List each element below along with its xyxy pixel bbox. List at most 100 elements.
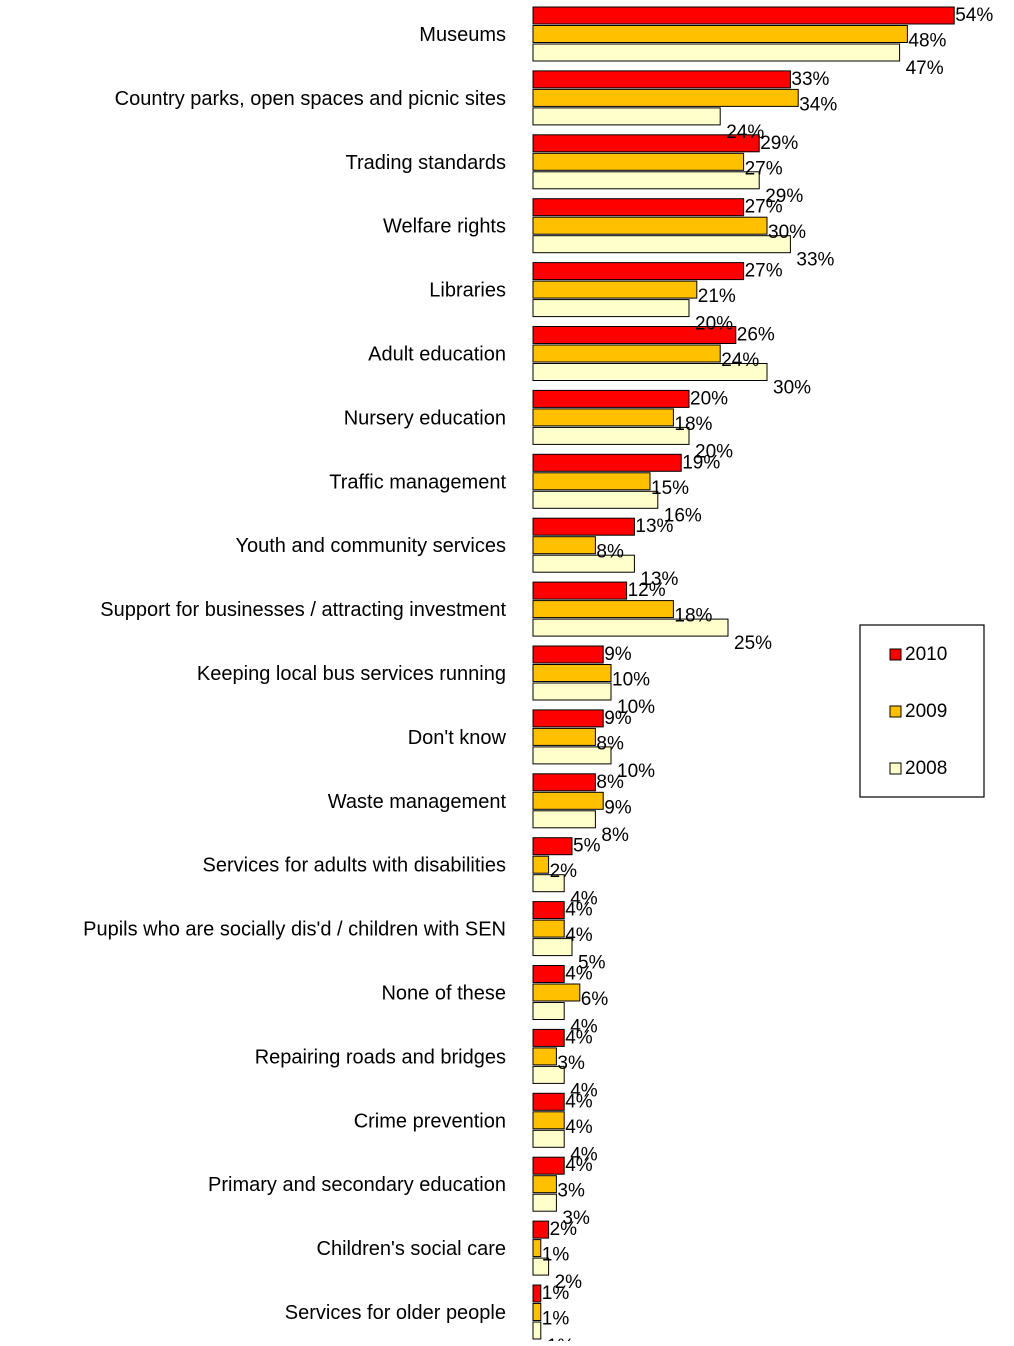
category-label: Trading standards [346, 152, 506, 174]
value-label: 6% [581, 989, 609, 1010]
value-label: 1% [542, 1309, 570, 1330]
legend-label: 2008 [905, 758, 947, 779]
category-label: Adult education [368, 344, 506, 366]
bar-2010 [532, 1092, 565, 1111]
bar-2010 [532, 6, 955, 25]
bar-2008 [532, 1257, 550, 1276]
value-label: 21% [698, 286, 736, 307]
bar-2008 [532, 938, 573, 957]
value-label: 4% [565, 964, 593, 985]
value-label: 29% [760, 133, 798, 154]
category-label: Services for older people [285, 1302, 506, 1324]
value-label: 12% [628, 580, 666, 601]
bar-2009 [532, 280, 698, 299]
value-label: 4% [565, 900, 593, 921]
value-label: 8% [596, 772, 624, 793]
value-label: 20% [695, 441, 733, 462]
bar-2010 [532, 645, 604, 664]
legend-label: 2009 [905, 701, 947, 722]
bar-2008 [532, 1065, 565, 1084]
category-label: Nursery education [344, 407, 506, 429]
value-label: 4% [570, 1144, 598, 1165]
category-label: None of these [381, 983, 506, 1005]
value-label: 8% [596, 542, 624, 563]
category-label: Repairing roads and bridges [255, 1046, 506, 1068]
bar-2009 [532, 727, 596, 746]
legend-box [859, 624, 985, 798]
category-label: Museums [419, 24, 506, 46]
legend-swatch [889, 762, 902, 775]
value-label: 3% [557, 1053, 585, 1074]
bar-2010 [532, 262, 745, 281]
value-label: 9% [604, 797, 632, 818]
bar-2010 [532, 198, 745, 217]
category-label: Libraries [429, 280, 506, 302]
bar-2008 [532, 171, 760, 190]
value-label: 4% [565, 1091, 593, 1112]
value-label: 4% [570, 1017, 598, 1038]
category-label: Waste management [328, 791, 507, 813]
bar-2009 [532, 1047, 557, 1066]
category-label: Don't know [408, 727, 507, 749]
value-label: 15% [651, 478, 689, 499]
bar-2009 [532, 983, 581, 1002]
bar-2010 [532, 1028, 565, 1047]
value-label: 27% [745, 158, 783, 179]
bar-2010 [532, 709, 604, 728]
value-label: 27% [745, 261, 783, 282]
bar-2009 [532, 472, 651, 491]
value-label: 8% [596, 733, 624, 754]
value-label: 30% [768, 222, 806, 243]
value-label: 10% [612, 670, 650, 691]
value-label: 13% [640, 569, 678, 590]
bar-2008 [532, 1002, 565, 1020]
value-label: 8% [601, 825, 629, 846]
bar-2008 [532, 1193, 557, 1212]
bar-2010 [532, 773, 596, 792]
value-label: 24% [726, 122, 764, 143]
value-label: 5% [573, 836, 601, 857]
value-label: 27% [745, 197, 783, 218]
value-label: 3% [557, 1181, 585, 1202]
value-label: 24% [721, 350, 759, 371]
category-label: Services for adults with disabilities [203, 855, 506, 877]
bar-2008 [532, 810, 596, 829]
bar-2009 [532, 536, 596, 555]
bar-2008 [532, 1129, 565, 1148]
bar-2008 [532, 235, 791, 254]
value-label: 4% [570, 1080, 598, 1101]
bar-2009 [532, 1239, 542, 1258]
bar-2009 [532, 408, 674, 427]
value-label: 33% [791, 69, 829, 90]
value-label: 33% [796, 250, 834, 271]
legend-label: 2010 [905, 644, 947, 665]
bar-2010 [532, 901, 565, 920]
bar-2009 [532, 216, 768, 235]
value-label: 10% [617, 761, 655, 782]
bar-2008 [532, 618, 729, 637]
value-label: 2% [555, 1272, 583, 1293]
value-label: 4% [565, 1155, 593, 1176]
value-label: 9% [604, 708, 632, 729]
value-label: 1% [542, 1283, 570, 1304]
value-label: 9% [604, 644, 632, 665]
bar-2008 [532, 107, 721, 126]
category-label: Support for businesses / attracting inve… [100, 599, 506, 621]
legend-swatch [889, 705, 902, 718]
bar-2008 [532, 1321, 542, 1340]
category-label: Welfare rights [383, 216, 506, 238]
category-label: Keeping local bus services running [197, 663, 506, 685]
value-label: 13% [635, 516, 673, 537]
value-label: 16% [664, 505, 702, 526]
value-label: 19% [682, 452, 720, 473]
bar-2008 [532, 490, 659, 509]
legend-swatch [889, 648, 902, 661]
bar-2010 [532, 1156, 565, 1175]
value-label: 4% [565, 1117, 593, 1138]
value-label: 5% [578, 953, 606, 974]
bar-2008 [532, 554, 635, 573]
legend: 2010 2009 2008 [859, 624, 985, 798]
value-label: 4% [570, 889, 598, 910]
